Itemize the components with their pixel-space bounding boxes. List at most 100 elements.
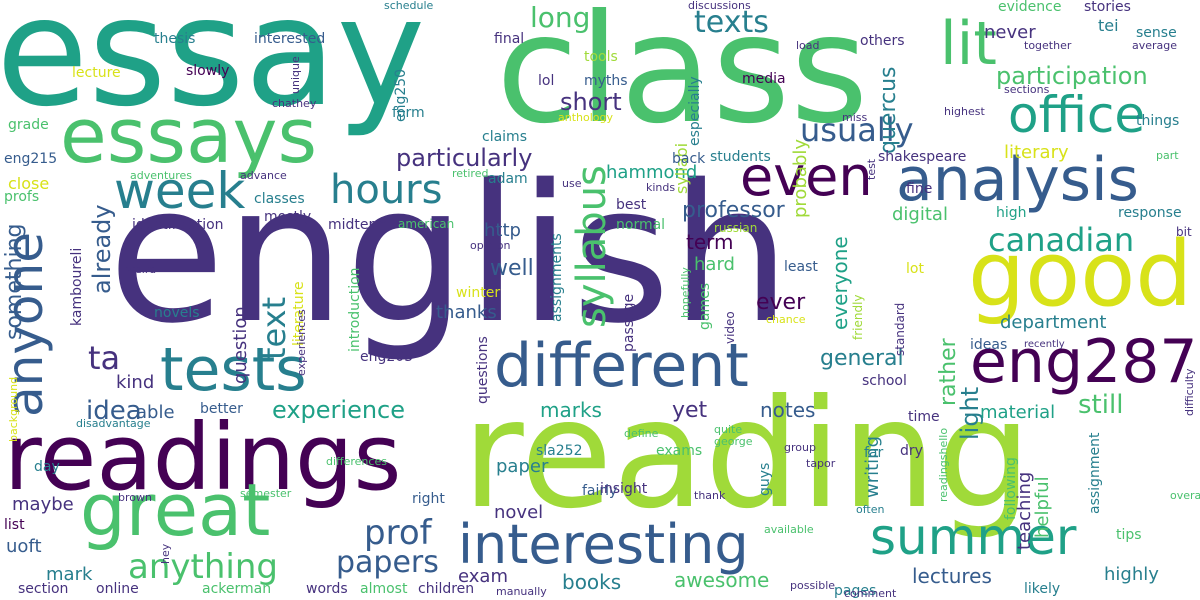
word: comment <box>844 587 897 600</box>
word: yet <box>672 398 708 423</box>
word: rather <box>936 338 961 406</box>
word: video <box>723 311 737 344</box>
word: experiences <box>295 309 308 376</box>
word: notes <box>760 398 816 422</box>
word: least <box>784 259 818 275</box>
word: lot <box>906 261 924 277</box>
word: eng215 <box>4 151 58 167</box>
word: right <box>412 491 445 507</box>
word: time <box>908 409 940 425</box>
word: define <box>624 427 659 440</box>
word: literary <box>1004 142 1069 163</box>
word: lectures <box>912 564 992 588</box>
word: class <box>496 0 869 157</box>
word: retired <box>452 167 489 180</box>
word: fine <box>906 181 933 197</box>
word: everyone <box>828 236 852 330</box>
word: canadian <box>988 221 1135 259</box>
word: hard <box>694 254 735 275</box>
word: professor <box>682 198 785 223</box>
word: thanks <box>436 302 497 323</box>
word: insight <box>600 481 648 497</box>
word: load <box>796 39 820 52</box>
word: well <box>490 256 534 281</box>
word: close <box>8 174 50 193</box>
word: adam <box>488 171 528 187</box>
word: form <box>392 105 425 121</box>
word: especially <box>687 76 703 146</box>
word: standard <box>893 302 907 356</box>
word: uoft <box>6 536 42 557</box>
word: slowly <box>186 63 230 79</box>
word: day <box>34 459 60 475</box>
word: exam <box>458 566 508 587</box>
word: tei <box>1098 16 1119 35</box>
word: list <box>4 517 25 533</box>
word: difficulty <box>1183 368 1196 416</box>
word: miss <box>842 111 868 124</box>
word: kamboureli <box>69 247 85 326</box>
word: schedule <box>384 0 434 12</box>
word: identification <box>132 217 224 233</box>
word: summer <box>870 508 1077 566</box>
word: week <box>114 162 246 220</box>
word: far <box>864 445 884 461</box>
word: test <box>865 158 878 180</box>
word: unique <box>289 56 302 94</box>
word: normal <box>616 217 666 233</box>
word: never <box>984 22 1036 43</box>
word: tests <box>160 335 307 405</box>
word: passage <box>621 293 637 352</box>
word: hopefully <box>679 267 692 318</box>
word: analysis <box>896 145 1139 215</box>
word: questions <box>475 336 491 404</box>
word: stories <box>1084 0 1131 15</box>
word: english <box>108 144 791 365</box>
word: text <box>255 296 293 360</box>
word: thank <box>694 489 726 502</box>
word: highest <box>944 105 985 118</box>
word: evidence <box>998 0 1062 15</box>
word: reading <box>462 368 1032 542</box>
word: possible <box>790 579 836 592</box>
word: almost <box>360 581 408 597</box>
word: good <box>968 222 1193 327</box>
word: still <box>1078 390 1124 420</box>
word: profs <box>4 189 40 205</box>
word: sense <box>1136 25 1177 41</box>
word: eng287 <box>970 327 1198 397</box>
word: ackerman <box>202 581 272 597</box>
word: semester <box>240 487 292 500</box>
word: able <box>136 402 175 423</box>
word: overall <box>1170 489 1200 502</box>
word: winter <box>456 285 501 301</box>
word: discussions <box>688 0 751 12</box>
word: material <box>980 402 1056 423</box>
word: usually <box>800 111 914 149</box>
word: sections <box>1004 83 1050 96</box>
word: paper <box>496 456 549 477</box>
word: exams <box>656 443 703 459</box>
word: available <box>764 523 814 536</box>
word: general <box>820 346 904 371</box>
word: question <box>230 306 251 384</box>
word: hours <box>330 167 443 213</box>
word: awesome <box>674 568 770 592</box>
word: tools <box>584 49 618 65</box>
word: brown <box>118 491 152 504</box>
word: mostly <box>264 209 312 225</box>
word: ever <box>756 290 806 315</box>
word: weird <box>126 263 157 276</box>
word: lecture <box>72 65 121 81</box>
word: dry <box>900 443 923 459</box>
word: eng205 <box>360 349 414 365</box>
word: american <box>398 217 455 231</box>
word: midterm <box>328 217 388 233</box>
word: prof <box>364 513 432 553</box>
word: differences <box>326 455 387 468</box>
word: something <box>2 223 27 340</box>
word: following <box>1003 457 1019 520</box>
word: claims <box>482 129 527 145</box>
word: assignments <box>549 233 565 322</box>
